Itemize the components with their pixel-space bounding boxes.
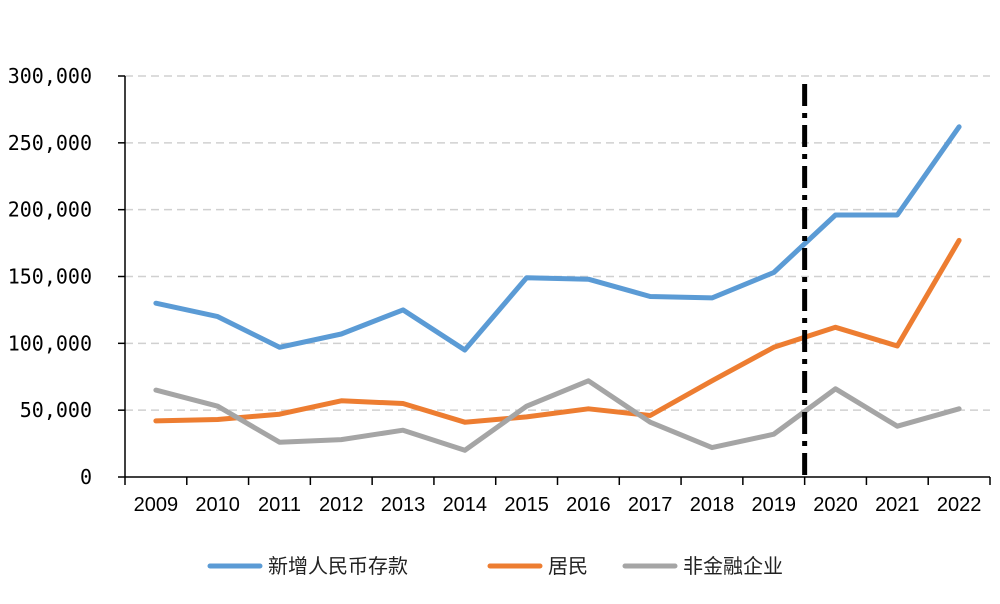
y-axis-ticks: 0 50,000 100,000 150,000 200,000 250,000 300,0…: [8, 64, 125, 489]
y-tick-label: 300,000: [8, 64, 92, 88]
x-tick-label: 2016: [566, 494, 611, 516]
x-tick-label: 2017: [628, 494, 673, 516]
x-tick-label: 2019: [752, 494, 797, 516]
x-tick-label: 2014: [443, 494, 488, 516]
series-line-3: [153, 378, 962, 453]
gridlines: [125, 75, 990, 411]
legend-label: 居民: [548, 554, 588, 578]
series-line-1: [153, 124, 962, 353]
x-tick-label: 2018: [690, 494, 735, 516]
x-tick-label: 2010: [195, 494, 240, 516]
y-tick-label: 250,000: [8, 131, 92, 155]
legend-label: 非金融企业: [683, 554, 783, 578]
x-tick-label: 2020: [813, 494, 858, 516]
x-tick-label: 2021: [875, 494, 920, 516]
series-lines: [153, 124, 962, 453]
series-line-2: [153, 237, 962, 425]
y-tick-label: 100,000: [8, 331, 92, 355]
y-tick-label: 150,000: [8, 265, 92, 289]
x-tick-label: 2012: [319, 494, 364, 516]
x-tick-label: 2022: [937, 494, 982, 516]
y-tick-label: 0: [80, 465, 92, 489]
y-tick-label: 200,000: [8, 198, 92, 222]
y-tick-label: 50,000: [20, 398, 92, 422]
x-tick-label: 2011: [258, 494, 301, 516]
x-tick-label: 2009: [134, 494, 179, 516]
legend: 新增人民币存款 居民 非金融企业: [207, 554, 783, 578]
legend-label: 新增人民币存款: [268, 554, 408, 578]
x-tick-label: 2013: [381, 494, 426, 516]
x-axis-ticks: 2009 2010 2011 2012 2013 2014 2015 2016 2017 2018…: [124, 477, 991, 516]
x-tick-label: 2015: [504, 494, 549, 516]
